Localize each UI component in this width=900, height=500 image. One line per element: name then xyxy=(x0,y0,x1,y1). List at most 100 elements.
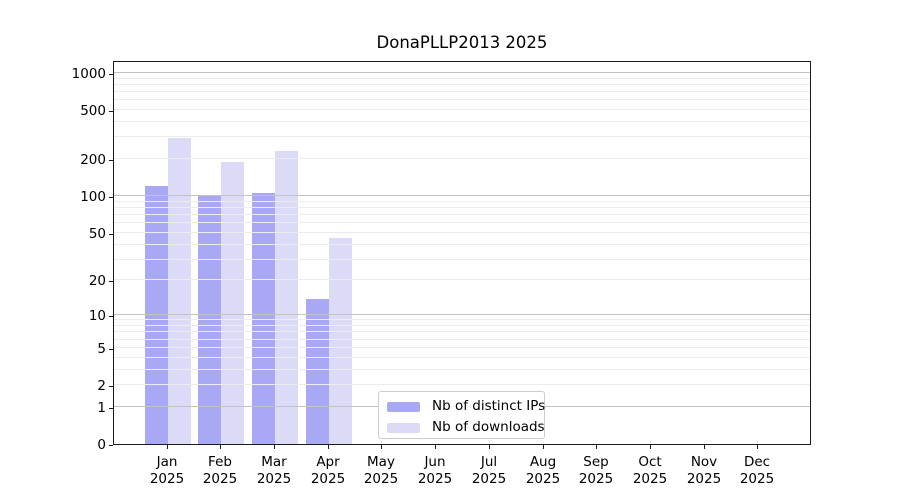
bar-nb-of-distinct-ips-mar xyxy=(252,192,275,444)
x-tick-year: 2025 xyxy=(310,470,346,487)
gridline-500 xyxy=(114,109,810,110)
gridline-90 xyxy=(114,200,810,202)
y-tick-label-5: 5 xyxy=(97,341,106,357)
y-tick-label-2: 2 xyxy=(97,378,106,394)
x-tick-month: Jul xyxy=(480,454,498,470)
gridline-700 xyxy=(114,91,810,92)
y-tick-mark-20 xyxy=(109,281,113,282)
legend-label-nb-of-distinct-ips: Nb of distinct IPs xyxy=(432,398,546,414)
y-tick-mark-200 xyxy=(109,160,113,161)
gridline-900 xyxy=(114,77,810,79)
x-tick-label-nov: Nov 2025 xyxy=(664,454,744,487)
x-tick-year: 2025 xyxy=(578,470,614,487)
x-tick-year: 2025 xyxy=(256,470,292,487)
bar-nb-of-downloads-apr xyxy=(329,238,352,444)
y-tick-label-20: 20 xyxy=(88,273,106,289)
legend-swatch-nb-of-downloads xyxy=(387,422,420,433)
x-tick-month: Jun xyxy=(424,454,446,470)
x-tick-mark-aug xyxy=(543,445,544,449)
gridline-200 xyxy=(114,158,810,160)
x-tick-year: 2025 xyxy=(686,470,722,487)
y-tick-mark-1000 xyxy=(109,74,113,75)
bar-nb-of-distinct-ips-apr xyxy=(306,298,329,444)
x-tick-month: Aug xyxy=(529,454,557,470)
x-tick-month: Nov xyxy=(690,454,718,470)
x-tick-mark-may xyxy=(381,445,382,449)
gridline-5 xyxy=(114,346,810,348)
x-tick-label-aug: Aug 2025 xyxy=(503,454,583,487)
gridline-60 xyxy=(114,222,810,224)
x-tick-label-apr: Apr 2025 xyxy=(288,454,368,487)
x-tick-label-mar: Mar 2025 xyxy=(234,454,314,487)
bar-nb-of-downloads-jan xyxy=(168,138,191,444)
legend-row-nb-of-distinct-ips: Nb of distinct IPs xyxy=(387,398,546,415)
gridline-30 xyxy=(114,258,810,260)
x-tick-label-dec: Dec 2025 xyxy=(717,454,797,487)
x-tick-label-sep: Sep 2025 xyxy=(556,454,636,487)
x-tick-month: May xyxy=(367,454,395,470)
plot-area: Nb of distinct IPs Nb of downloads xyxy=(113,61,811,445)
x-tick-label-jun: Jun 2025 xyxy=(395,454,475,487)
y-tick-mark-0 xyxy=(109,445,113,446)
y-tick-mark-100 xyxy=(109,197,113,198)
x-tick-mark-nov xyxy=(704,445,705,449)
x-tick-month: Sep xyxy=(583,454,609,470)
bar-nb-of-downloads-feb xyxy=(221,162,244,444)
x-tick-year: 2025 xyxy=(149,470,185,487)
y-tick-mark-2 xyxy=(109,386,113,387)
bar-nb-of-downloads-mar xyxy=(275,150,298,444)
y-tick-mark-10 xyxy=(109,316,113,317)
gridline-8 xyxy=(114,325,810,326)
gridline-6 xyxy=(114,338,810,340)
y-tick-mark-500 xyxy=(109,111,113,112)
x-tick-label-jul: Jul 2025 xyxy=(449,454,529,487)
x-tick-month: Mar xyxy=(261,454,287,470)
y-tick-label-200: 200 xyxy=(80,152,106,168)
gridline-1000 xyxy=(114,71,810,73)
x-tick-label-feb: Feb 2025 xyxy=(180,454,260,487)
gridline-7 xyxy=(114,331,810,333)
x-tick-mark-dec xyxy=(757,445,758,449)
x-tick-year: 2025 xyxy=(202,470,238,487)
gridline-9 xyxy=(114,319,810,321)
x-tick-mark-sep xyxy=(596,445,597,449)
gridline-80 xyxy=(114,206,810,208)
y-tick-mark-5 xyxy=(109,349,113,350)
x-tick-year: 2025 xyxy=(363,470,399,487)
x-tick-year: 2025 xyxy=(739,470,775,487)
y-tick-label-100: 100 xyxy=(80,189,106,205)
x-tick-month: Oct xyxy=(638,454,662,470)
x-tick-mark-jul xyxy=(489,445,490,449)
gridline-4 xyxy=(114,356,810,358)
gridline-3 xyxy=(114,368,810,370)
x-tick-year: 2025 xyxy=(632,470,668,487)
y-tick-label-0: 0 xyxy=(97,437,106,453)
x-tick-mark-oct xyxy=(650,445,651,449)
gridline-400 xyxy=(114,121,810,122)
x-tick-mark-jun xyxy=(435,445,436,449)
gridline-300 xyxy=(114,136,810,138)
bar-nb-of-distinct-ips-jan xyxy=(145,186,168,444)
gridline-2 xyxy=(114,384,810,385)
x-tick-mark-apr xyxy=(328,445,329,449)
y-tick-label-1000: 1000 xyxy=(71,66,106,82)
x-tick-month: Jan xyxy=(156,454,178,470)
legend-swatch-nb-of-distinct-ips xyxy=(387,401,420,412)
x-tick-year: 2025 xyxy=(417,470,453,487)
y-tick-label-50: 50 xyxy=(88,226,106,242)
x-tick-month: Dec xyxy=(743,454,771,470)
y-tick-label-500: 500 xyxy=(80,103,106,119)
x-tick-month: Feb xyxy=(208,454,232,470)
x-tick-year: 2025 xyxy=(525,470,561,487)
legend-label-nb-of-downloads: Nb of downloads xyxy=(432,419,545,435)
x-tick-year: 2025 xyxy=(471,470,507,487)
y-tick-label-10: 10 xyxy=(88,308,106,324)
gridline-20 xyxy=(114,279,810,281)
gridline-600 xyxy=(114,99,810,101)
gridline-70 xyxy=(114,214,810,215)
y-tick-label-1: 1 xyxy=(97,400,106,416)
x-tick-mark-mar xyxy=(274,445,275,449)
y-tick-mark-1 xyxy=(109,408,113,409)
x-tick-month: Apr xyxy=(316,454,340,470)
